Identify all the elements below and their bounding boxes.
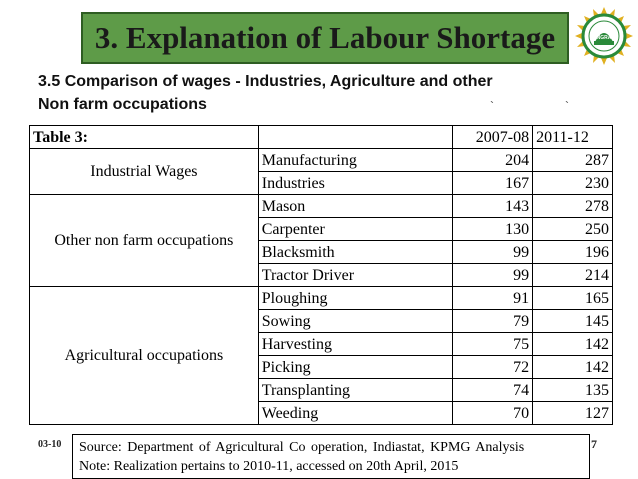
table-row: Other non farm occupations Mason 143 278 (29, 194, 613, 287)
seal-text: ANGRAU (593, 35, 615, 41)
wage-2011-12: 142 (532, 332, 613, 356)
slide-subtitle: 3.5 Comparison of wages - Industries, Ag… (38, 70, 598, 116)
wage-2011-12: 127 (532, 401, 613, 425)
column-header-2011-12: 2011-12 (532, 125, 613, 149)
subtitle-line-2: Non farm occupations (38, 96, 207, 113)
table-row: Carpenter 130 250 (30, 217, 613, 241)
wage-2007-08: 91 (452, 286, 534, 310)
wage-2011-12: 287 (532, 148, 613, 172)
wage-2007-08: 72 (452, 355, 534, 379)
wage-2011-12: 196 (532, 240, 613, 264)
table-row: Harvesting 75 142 (30, 332, 613, 356)
occupation-name: Tractor Driver (257, 263, 454, 287)
occupation-name: Ploughing (257, 286, 454, 310)
source-note-box: Source: Department of Agricultural Co op… (72, 434, 590, 479)
occupation-name: Mason (257, 194, 454, 218)
wage-2011-12: 278 (532, 194, 613, 218)
occupation-name: Carpenter (257, 217, 454, 241)
occupation-name: Industries (257, 171, 454, 195)
occupation-name: Transplanting (257, 378, 454, 402)
occupation-group-label: Other non farm occupations (29, 194, 259, 287)
wage-2007-08: 99 (452, 240, 534, 264)
university-seal-icon: ANGRAU (575, 7, 633, 65)
slide-title: 3. Explanation of Labour Shortage (94, 20, 556, 55)
wage-2007-08: 70 (452, 401, 534, 425)
wage-2007-08: 75 (452, 332, 534, 356)
slide-number: 03-10 (38, 439, 62, 450)
occupation-group-label: Agricultural occupations (29, 286, 259, 425)
wage-2011-12: 230 (532, 171, 613, 195)
wage-2011-12: 142 (532, 355, 613, 379)
occupation-group-label: Industrial Wages (29, 148, 259, 195)
wage-2011-12: 165 (532, 286, 613, 310)
source-line: Source: Department of Agricultural Co op… (79, 440, 525, 455)
page-number: 7 (591, 437, 597, 451)
table-row: Transplanting 74 135 (30, 378, 613, 402)
slide-title-box: 3. Explanation of Labour Shortage (81, 12, 569, 64)
table-row: Tractor Driver 99 214 (30, 263, 613, 287)
stray-tick-mark: ` (565, 99, 569, 113)
wage-2011-12: 135 (532, 378, 613, 402)
wage-2011-12: 250 (532, 217, 613, 241)
occupation-name: Sowing (257, 309, 454, 333)
table-header-row: Table 3: 2007-08 2011-12 (29, 125, 613, 149)
table-row: Weeding 70 127 (30, 401, 613, 425)
occupation-name: Picking (257, 355, 454, 379)
wage-2007-08: 130 (452, 217, 534, 241)
table-row: Agricultural occupations Ploughing 91 165 (29, 286, 613, 425)
table-row: Industrial Wages Manufacturing 204 287 (29, 148, 613, 195)
note-line: Note: Realization pertains to 2010-11, a… (79, 459, 459, 474)
wage-2011-12: 145 (532, 309, 613, 333)
table-label: Table 3: (29, 125, 259, 149)
stray-tick-mark: ` (490, 99, 494, 113)
occupation-name: Weeding (257, 401, 454, 425)
wage-2007-08: 143 (452, 194, 534, 218)
wages-comparison-table: Table 3: 2007-08 2011-12 Industrial Wage… (29, 125, 613, 425)
subtitle-line-1: 3.5 Comparison of wages - Industries, Ag… (38, 73, 493, 90)
wage-2011-12: 214 (532, 263, 613, 287)
table-row: Picking 72 142 (30, 355, 613, 379)
wage-2007-08: 74 (452, 378, 534, 402)
occupation-name: Harvesting (257, 332, 454, 356)
wage-2007-08: 204 (452, 148, 534, 172)
wage-2007-08: 99 (452, 263, 534, 287)
table-row: Industries 167 230 (30, 171, 613, 195)
column-header-2007-08: 2007-08 (452, 125, 534, 149)
table-header-blank (257, 125, 454, 149)
occupation-name: Blacksmith (257, 240, 454, 264)
wage-2007-08: 167 (452, 171, 534, 195)
occupation-name: Manufacturing (257, 148, 454, 172)
wage-2007-08: 79 (452, 309, 534, 333)
